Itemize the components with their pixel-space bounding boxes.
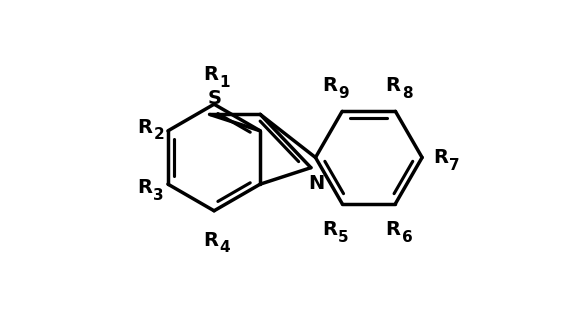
Text: S: S: [208, 89, 222, 108]
Text: R: R: [322, 76, 337, 95]
Text: 3: 3: [153, 188, 164, 203]
Text: 8: 8: [401, 86, 412, 100]
Text: R: R: [433, 148, 448, 167]
Text: 7: 7: [449, 158, 460, 173]
Text: 6: 6: [401, 230, 412, 244]
Text: R: R: [138, 178, 153, 197]
Text: N: N: [308, 174, 324, 193]
Text: R: R: [203, 66, 218, 84]
Text: R: R: [203, 231, 218, 249]
Text: R: R: [322, 220, 337, 239]
Text: R: R: [138, 118, 153, 137]
Text: 1: 1: [219, 75, 230, 90]
Text: 9: 9: [338, 86, 348, 100]
Text: 5: 5: [338, 230, 348, 244]
Text: 4: 4: [219, 240, 230, 255]
Text: R: R: [385, 76, 400, 95]
Text: 2: 2: [153, 128, 164, 142]
Text: R: R: [385, 220, 400, 239]
